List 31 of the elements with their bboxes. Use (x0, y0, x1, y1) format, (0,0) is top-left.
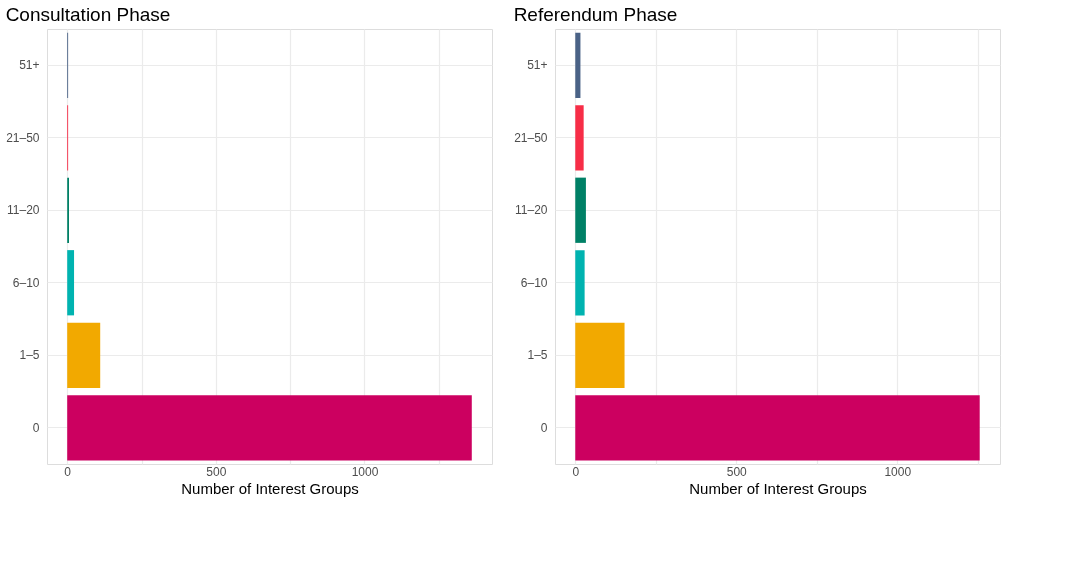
bar (575, 322, 625, 388)
x-tick-label: 500 (726, 464, 748, 479)
y-tick-label: 51+ (527, 58, 548, 73)
bar (67, 322, 101, 388)
y-tick-label: 6–10 (12, 275, 40, 290)
x-tick-label: 1000 (351, 464, 379, 479)
x-axis-title: Number of Interest Groups (689, 479, 867, 497)
x-tick-label: 1000 (884, 464, 912, 479)
y-tick-label: 1–5 (527, 348, 548, 363)
bar (575, 32, 581, 98)
y-tick-label: 21–50 (6, 130, 40, 145)
y-tick-label: 51+ (19, 58, 40, 73)
x-axis-title: Number of Interest Groups (181, 479, 359, 497)
y-tick-label: 0 (540, 420, 548, 435)
y-tick-label: 11–20 (7, 203, 40, 218)
chart-title: Referendum Phase (513, 4, 678, 25)
x-tick-label: 500 (206, 464, 227, 479)
bar (575, 105, 584, 171)
bar (67, 250, 75, 316)
bar (575, 250, 585, 316)
y-tick-label: 0 (32, 420, 40, 435)
x-tick-label: 0 (64, 464, 72, 479)
y-tick-label: 11–20 (515, 203, 548, 218)
chart-title: Consultation Phase (5, 4, 171, 25)
y-tick-label: 1–5 (19, 348, 40, 363)
bar (67, 395, 472, 461)
y-tick-label: 6–10 (520, 275, 548, 290)
bar (575, 395, 980, 461)
x-tick-label: 0 (572, 464, 580, 479)
y-tick-label: 21–50 (514, 130, 548, 145)
bar (575, 177, 586, 243)
